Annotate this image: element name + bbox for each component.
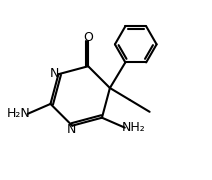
Text: H₂N: H₂N [7, 107, 31, 120]
Text: N: N [50, 67, 60, 80]
Text: O: O [83, 31, 93, 44]
Text: N: N [67, 123, 76, 136]
Text: NH₂: NH₂ [122, 121, 146, 134]
